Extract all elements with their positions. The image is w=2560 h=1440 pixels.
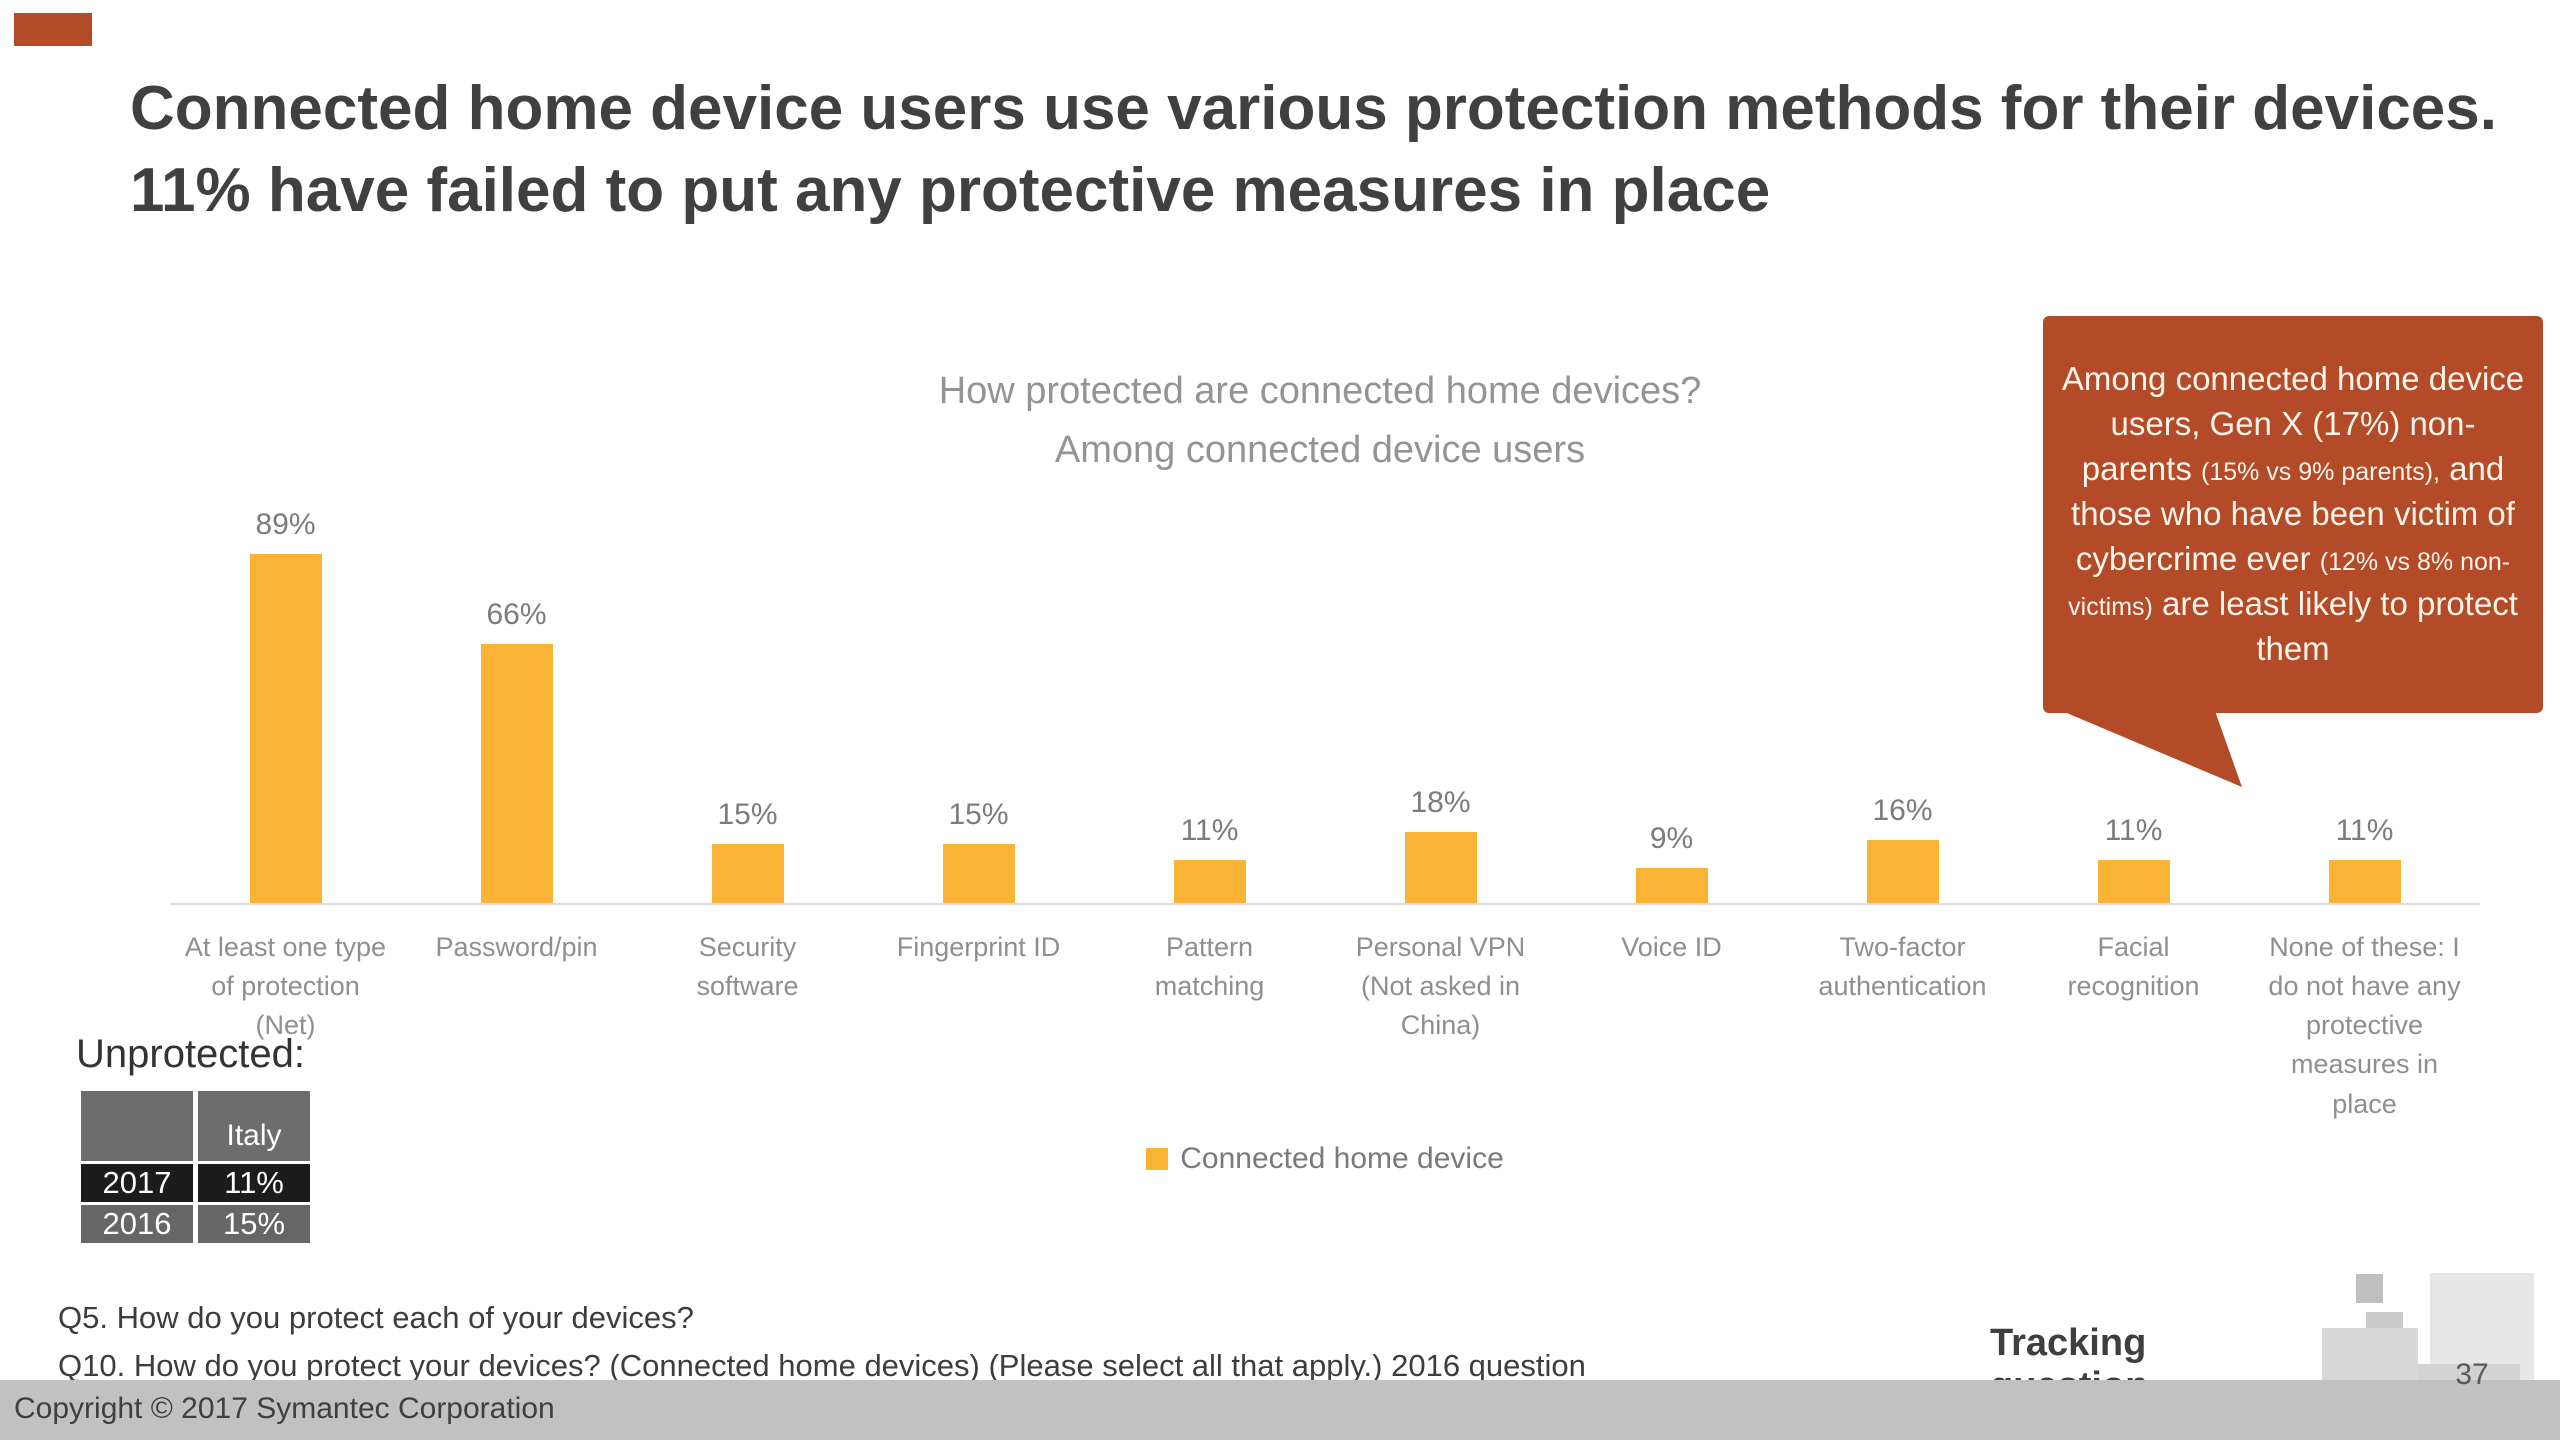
footnote-q5: Q5. How do you protect each of your devi…	[58, 1300, 694, 1335]
year-cell-2016: 2016	[81, 1205, 193, 1243]
bar	[2328, 860, 2401, 903]
copyright-text: Copyright © 2017 Symantec Corporation	[14, 1392, 555, 1425]
bar-column: 11%	[2018, 470, 2249, 903]
bar-chart-plot-area: 89% 66% 15% 15% 11% 18% 9% 16% 11% 11%	[170, 470, 2480, 903]
category-axis-labels: At least one type of protection (Net) Pas…	[170, 928, 2480, 1124]
callout-text: Among connected home device users, Gen X…	[2059, 357, 2527, 671]
bar-value-label: 16%	[1872, 794, 1933, 827]
page-number: 37	[2455, 1358, 2489, 1391]
bar	[1635, 868, 1708, 903]
chart-title-line2: Among connected device users	[1054, 428, 1586, 471]
footnote-q10: Q10. How do you protect your devices? (C…	[58, 1348, 1586, 1383]
bar-value-label: 15%	[717, 798, 778, 831]
slide-title: Connected home device users use various …	[130, 74, 2497, 225]
chart-title: How protected are connected home devices…	[420, 362, 2220, 480]
value-cell-2017: 11%	[198, 1164, 310, 1202]
legend-swatch-icon	[1146, 1148, 1169, 1170]
bar-value-label: 89%	[255, 508, 316, 541]
deco-square-icon	[2356, 1274, 2383, 1303]
bar-value-label: 9%	[1649, 822, 1694, 855]
bar	[1404, 832, 1477, 903]
unprotected-heading: Unprotected:	[76, 1032, 306, 1076]
category-label: Facial recognition	[2067, 932, 2200, 1002]
category-label: Security software	[696, 932, 799, 1002]
bar-column: 15%	[632, 470, 863, 903]
chart-legend: Connected home device	[170, 1142, 2480, 1176]
callout-text-segment: are least likely to protect them	[2152, 584, 2518, 667]
bar-value-label: 15%	[948, 798, 1009, 831]
bar	[1173, 860, 1246, 903]
chart-title-line1: How protected are connected home devices…	[938, 370, 1702, 412]
bar-value-label: 66%	[486, 598, 547, 631]
table-header-row: Italy	[81, 1091, 310, 1161]
bar-value-label: 11%	[2335, 814, 2394, 847]
category-label: Voice ID	[1621, 932, 1722, 962]
table-header-country-cell: Italy	[198, 1091, 310, 1161]
bar	[249, 554, 322, 903]
callout-text-segment: (15% vs 9% parents),	[2201, 458, 2440, 487]
bar	[2097, 860, 2170, 903]
bar	[942, 844, 1015, 903]
category-label: None of these: I do not have any protect…	[2268, 932, 2461, 1119]
unprotected-table: Italy 2017 11% 2016 15%	[76, 1088, 315, 1246]
bar-column: 18%	[1325, 470, 1556, 903]
category-label: Password/pin	[435, 932, 598, 962]
corner-accent-bar	[14, 13, 92, 46]
x-axis-line	[170, 903, 2480, 905]
category-label: At least one type of protection (Net)	[184, 932, 387, 1041]
bar	[1866, 840, 1939, 903]
table-row: 2017 11%	[81, 1164, 310, 1202]
callout-box: Among connected home device users, Gen X…	[2043, 316, 2543, 713]
bar-value-label: 11%	[2104, 814, 2163, 847]
bar-column: 11%	[2249, 470, 2480, 903]
table-header-empty-cell	[81, 1091, 193, 1161]
category-label: Pattern matching	[1154, 932, 1265, 1002]
category-label: Two-factor authentication	[1818, 932, 1987, 1002]
category-label: Fingerprint ID	[896, 932, 1061, 962]
bar-column: 15%	[863, 470, 1094, 903]
bar-column: 9%	[1556, 470, 1787, 903]
year-cell-2017: 2017	[81, 1164, 193, 1202]
bar	[711, 844, 784, 903]
bar-column: 11%	[1094, 470, 1325, 903]
table-row: 2016 15%	[81, 1205, 310, 1243]
copyright-bar	[0, 1380, 2560, 1440]
callout-text-segment: (12% vs 8% non-victims)	[2068, 547, 2511, 621]
callout-text-segment: and those who have been victim of cyberc…	[2071, 450, 2515, 577]
bar-column: 89%	[170, 470, 401, 903]
bar-column: 66%	[401, 470, 632, 903]
bar-column: 16%	[1787, 470, 2018, 903]
callout-text-segment: Among connected home device users, Gen X…	[2061, 360, 2525, 488]
bar-value-label: 18%	[1410, 786, 1471, 819]
category-label: Personal VPN (Not asked in China)	[1355, 932, 1526, 1041]
value-cell-2016: 15%	[198, 1205, 310, 1243]
legend-label: Connected home device	[1180, 1142, 1504, 1175]
bar-value-label: 11%	[1180, 814, 1239, 847]
bar	[480, 644, 553, 903]
